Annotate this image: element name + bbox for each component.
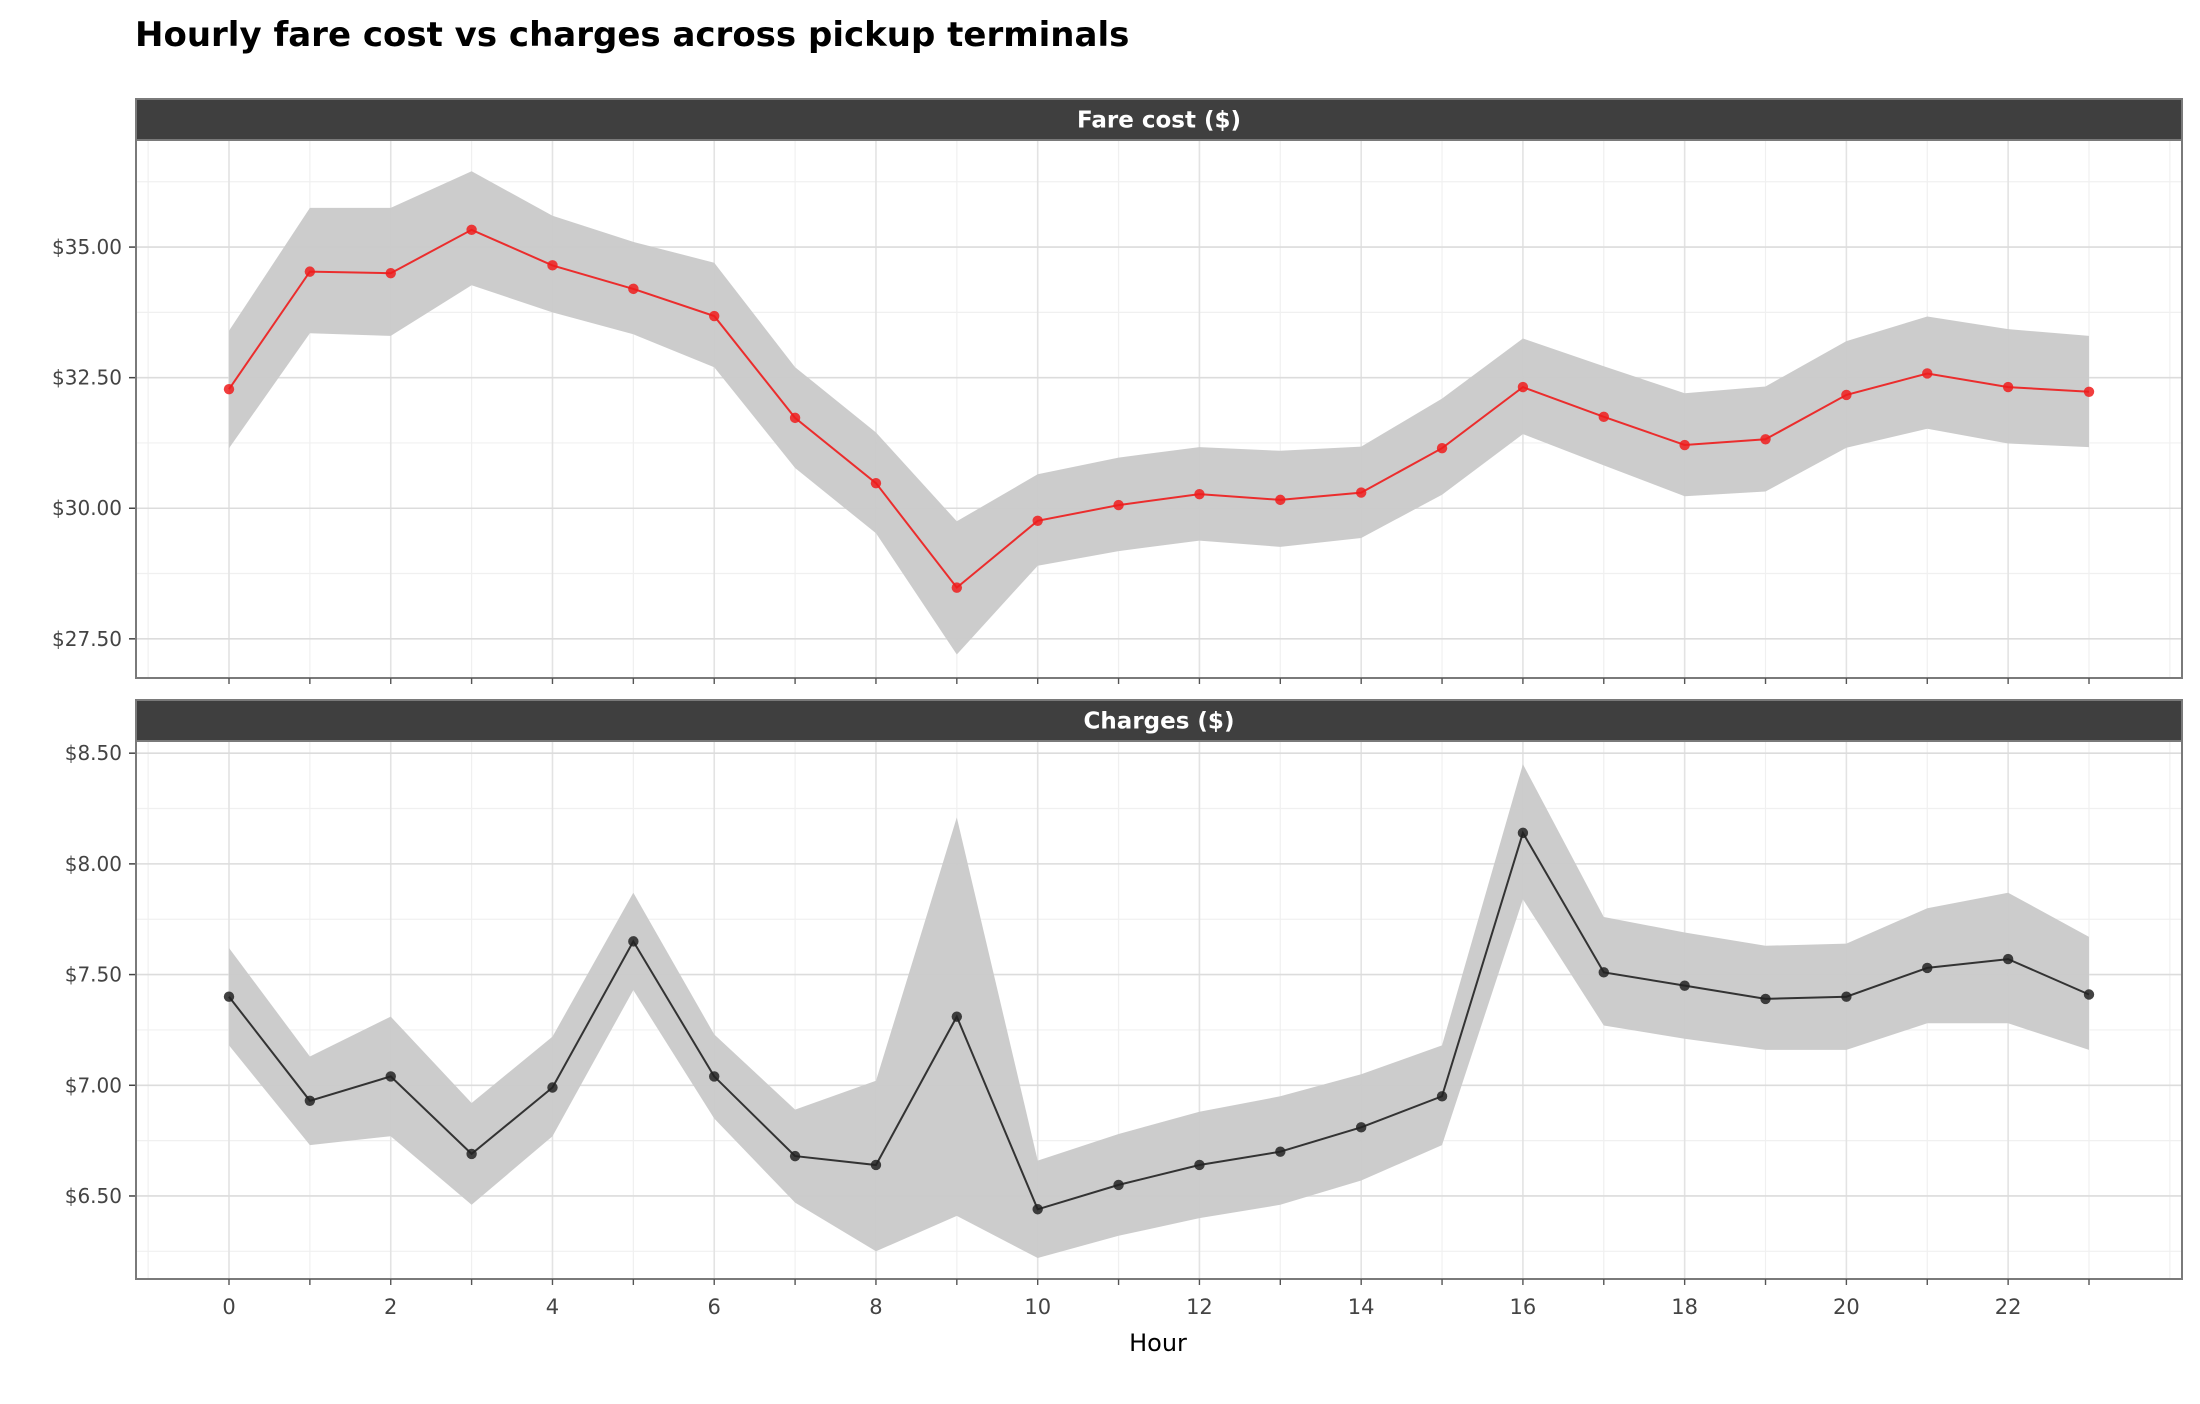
data-point (385, 267, 396, 279)
data-point (1922, 962, 1933, 974)
y-tick-label: $7.50 (65, 963, 122, 987)
x-tick-label: 18 (1671, 1295, 1698, 1319)
data-point (1194, 488, 1205, 500)
y-tick-label: $32.50 (52, 366, 122, 390)
data-point (1598, 967, 1609, 978)
x-axis-label: Hour (1129, 1329, 1187, 1357)
data-point (2002, 953, 2014, 965)
data-point (1113, 499, 1124, 511)
chart-title: Hourly fare cost vs charges across picku… (135, 15, 1129, 55)
data-point (789, 412, 801, 424)
x-tick-label: 4 (546, 1295, 559, 1319)
data-point (1355, 1122, 1367, 1133)
y-tick-label: $8.00 (65, 852, 122, 876)
x-tick-label: 8 (869, 1295, 882, 1319)
x-tick-label: 22 (1995, 1295, 2022, 1319)
data-point (1922, 368, 1933, 379)
data-point (1760, 993, 1771, 1005)
data-point (870, 1159, 882, 1171)
data-point (1598, 411, 1609, 423)
data-point (1355, 487, 1367, 498)
panel-1: $27.50 $30.00 $32.50 $35.00 Fare cost ($) (52, 98, 2183, 684)
y-tick-label: $35.00 (52, 235, 122, 259)
y-tick-label: $8.50 (65, 741, 122, 765)
strip-label: Charges ($) (1084, 709, 1235, 735)
data-point (466, 1148, 477, 1160)
y-tick-label: $30.00 (52, 496, 122, 520)
y-tick-label: $7.00 (65, 1073, 122, 1097)
panel-2: $6.50 $7.00 $7.50 $8.00 $8.50 Charges ($) (65, 699, 2183, 1285)
data-point (1436, 442, 1448, 454)
data-point (628, 936, 639, 947)
data-point (1113, 1179, 1124, 1191)
data-point (951, 1011, 963, 1022)
data-point (2083, 386, 2095, 397)
data-point (385, 1071, 396, 1082)
data-point (547, 1082, 558, 1093)
data-point (951, 582, 963, 593)
x-tick-label: 20 (1833, 1295, 1860, 1319)
data-point (709, 310, 720, 322)
strip-header (135, 98, 2183, 141)
data-point (1517, 827, 1529, 839)
y-tick-label: $27.50 (52, 627, 122, 651)
data-point (547, 260, 558, 271)
data-point (789, 1150, 801, 1162)
series-line (228, 830, 2090, 1211)
data-point (870, 477, 882, 489)
x-tick-label: 6 (708, 1295, 721, 1319)
data-point (304, 1095, 316, 1106)
data-point (466, 224, 477, 236)
data-point (223, 991, 235, 1002)
y-tick-label: $6.50 (65, 1184, 122, 1208)
data-point (304, 266, 316, 277)
data-point (1275, 494, 1286, 506)
data-point (2002, 381, 2014, 393)
data-point (1679, 980, 1690, 991)
data-point (1032, 515, 1043, 526)
data-point (1194, 1159, 1205, 1171)
data-point (1517, 381, 1529, 393)
confidence-band (229, 764, 2089, 1258)
x-tick-label: 0 (222, 1295, 235, 1319)
x-tick-label: 14 (1348, 1295, 1375, 1319)
strip-label: Fare cost ($) (1077, 108, 1241, 134)
x-tick-label: 10 (1024, 1295, 1051, 1319)
x-tick-label: 16 (1510, 1295, 1537, 1319)
panels: $27.50 $30.00 $32.50 $35.00 Fare cost ($) $6.… (52, 98, 2183, 1285)
data-point (1275, 1146, 1286, 1157)
confidence-band (229, 171, 2089, 655)
data-point (1679, 439, 1690, 451)
data-point (1841, 991, 1852, 1002)
data-point (1436, 1091, 1448, 1102)
data-point (2083, 989, 2095, 1000)
data-point (1032, 1204, 1043, 1215)
data-point (628, 283, 639, 295)
x-axis: 0 2 4 6 8 10 12 14 16 18 20 22 (222, 1295, 2021, 1319)
data-point (1841, 389, 1852, 401)
data-point (709, 1071, 720, 1082)
strip-header (135, 699, 2183, 742)
series-line (228, 228, 2090, 590)
x-tick-label: 2 (384, 1295, 397, 1319)
data-point (223, 383, 235, 395)
data-point (1760, 434, 1771, 445)
x-tick-label: 12 (1186, 1295, 1213, 1319)
